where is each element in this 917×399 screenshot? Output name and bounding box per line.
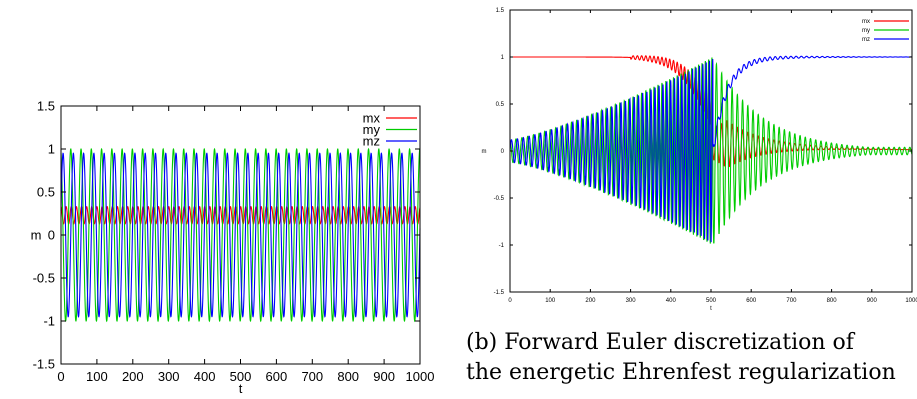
chart-a: 0 100 200 300 400 500 600 700 800 900 1000 -1.5 -1 -0…: [31, 99, 435, 396]
x-tick-label: 600: [266, 369, 288, 384]
figure-caption: (b) Forward Euler discretization of the …: [466, 328, 917, 388]
y-tick-label: 1.5: [496, 8, 505, 14]
x-tick-label: 100: [86, 369, 108, 384]
chart-b: 0 100 200 300 400 500 600 700 800 900 1000 -1.5 -1 -0…: [482, 8, 917, 312]
y-tick-label: 0: [48, 228, 55, 243]
legend-label-mx: mx: [363, 111, 381, 126]
x-tick-label: 300: [626, 298, 637, 304]
x-tick-label: 0: [508, 298, 512, 304]
y-tick-label: 0: [501, 149, 505, 155]
legend-label-mz: mz: [862, 37, 870, 43]
x-axis-label: t: [239, 381, 243, 396]
series-line-my: [509, 57, 913, 244]
y-axis-label: m: [482, 149, 487, 155]
legend-label-mx: mx: [862, 19, 870, 25]
x-tick-label: 600: [746, 298, 757, 304]
x-tick-label: 1000: [905, 298, 917, 304]
y-tick-label: 0.5: [496, 102, 505, 108]
legend-label-my: my: [363, 122, 381, 137]
y-tick-label: 1: [48, 142, 55, 157]
x-tick-label: 400: [666, 298, 677, 304]
caption-line-1: (b) Forward Euler discretization of: [466, 330, 854, 355]
x-tick-label: 700: [786, 298, 797, 304]
y-tick-label: -0.5: [33, 271, 55, 286]
x-tick-label: 200: [122, 369, 144, 384]
x-tick-label: 500: [706, 298, 717, 304]
y-axis-label: m: [31, 228, 42, 243]
x-tick-label: 500: [230, 369, 252, 384]
x-tick-label: 1000: [406, 369, 435, 384]
y-tick-label: -0.5: [494, 196, 505, 202]
x-tick-label: 700: [301, 369, 323, 384]
series-line-mz: [60, 152, 421, 318]
legend-label-my: my: [862, 28, 870, 34]
caption-line-2: the energetic Ehrenfest regularization: [466, 360, 896, 385]
series-line-mz: [509, 55, 913, 243]
y-tick-label: 0.5: [37, 185, 55, 200]
x-tick-label: 900: [867, 298, 878, 304]
y-tick-label: -1: [43, 314, 55, 329]
x-tick-label: 400: [194, 369, 216, 384]
y-tick-label: 1: [501, 55, 505, 61]
legend-label-mz: mz: [363, 134, 380, 149]
x-tick-label: 100: [545, 298, 556, 304]
x-tick-label: 200: [585, 298, 596, 304]
x-tick-label: 300: [158, 369, 180, 384]
series-line-my: [60, 147, 421, 323]
y-tick-label: 1.5: [37, 99, 55, 114]
x-tick-label: 800: [827, 298, 838, 304]
x-tick-label: 800: [337, 369, 359, 384]
x-tick-label: 900: [373, 369, 395, 384]
y-tick-label: -1.5: [33, 357, 55, 372]
x-tick-label: 0: [57, 369, 64, 384]
y-tick-label: -1.5: [494, 290, 505, 296]
y-tick-label: -1: [499, 243, 505, 249]
x-axis-label: t: [710, 306, 712, 312]
